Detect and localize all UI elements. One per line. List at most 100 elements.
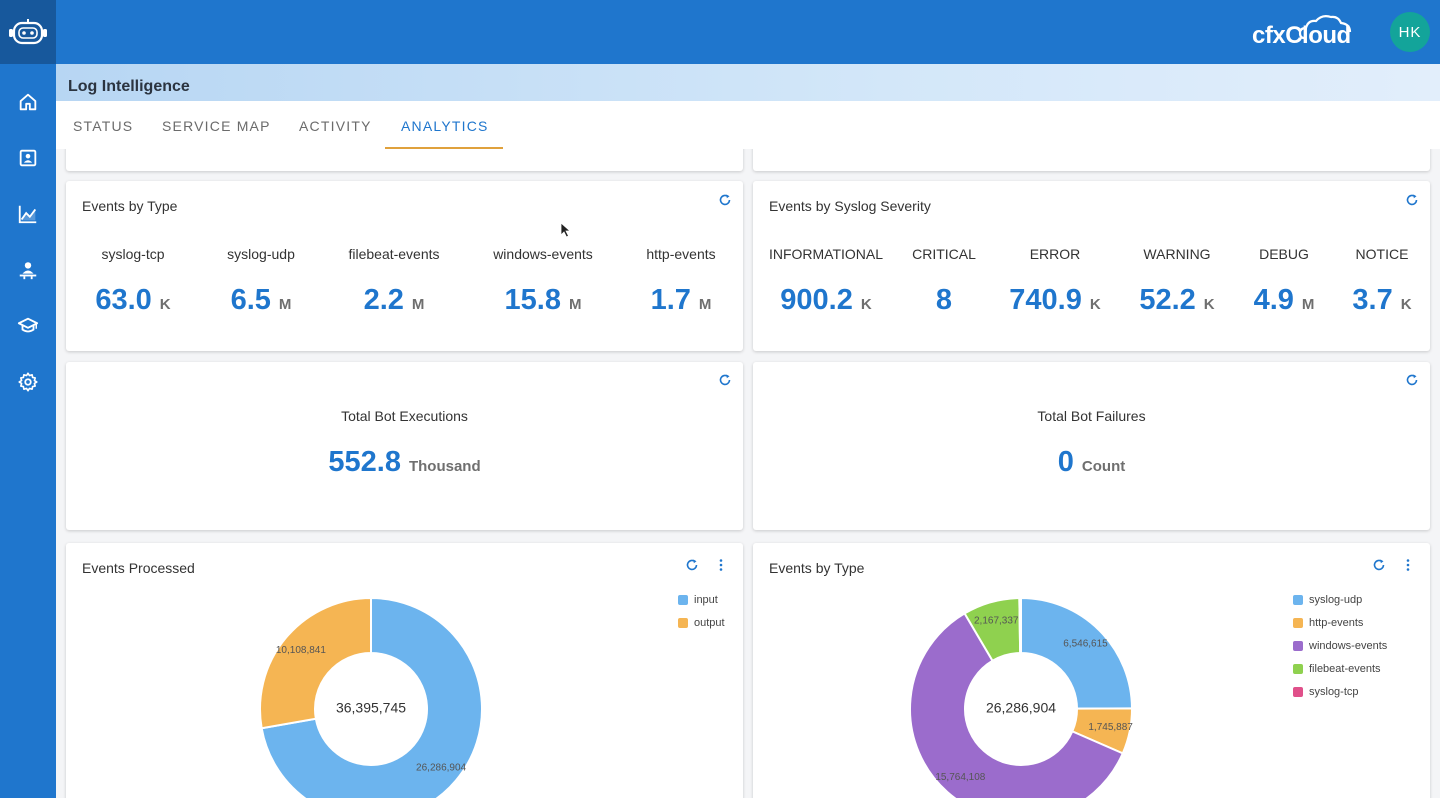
events-processed-donut: 26,286,904 10,108,841 36,395,745 bbox=[259, 596, 483, 798]
stat-label-filebeat-events: filebeat-events bbox=[348, 246, 440, 262]
tab-status-label[interactable]: STATUS bbox=[73, 118, 134, 134]
legend-label: syslog-udp bbox=[1309, 593, 1363, 606]
more-vert-icon[interactable] bbox=[1401, 558, 1415, 572]
legend-label: http-events bbox=[1309, 616, 1364, 629]
donut-label-syslog-udp: 6,546,615 bbox=[1063, 639, 1108, 650]
more-vert-icon[interactable] bbox=[714, 558, 728, 572]
mouse-cursor-icon bbox=[560, 222, 572, 238]
donut-label-filebeat-events: 2,167,337 bbox=[974, 616, 1019, 627]
legend-swatch bbox=[678, 594, 688, 605]
gear-icon bbox=[18, 372, 38, 392]
refresh-icon[interactable] bbox=[1405, 373, 1419, 387]
refresh-icon[interactable] bbox=[718, 193, 732, 207]
bot-executions-label: Total Bot Executions bbox=[341, 408, 468, 424]
stat-value-syslog-udp: 6.5 M bbox=[230, 284, 292, 316]
bot-failures-value: 0 Count bbox=[1057, 446, 1126, 478]
refresh-icon[interactable] bbox=[685, 558, 699, 572]
donut-slice-windows-events[interactable] bbox=[909, 612, 1125, 798]
top-bar: cfxCloud HK bbox=[56, 0, 1440, 64]
stat-label-notice: NOTICE bbox=[1355, 246, 1409, 262]
robot-logo[interactable] bbox=[0, 0, 56, 64]
stat-value-windows-events: 15.8 M bbox=[504, 284, 582, 316]
legend-label: output bbox=[694, 616, 725, 629]
legend-swatch bbox=[1293, 640, 1303, 651]
events-by-type-donut: 6,546,615 1,745,887 15,764,108 2,167,337 26,… bbox=[909, 596, 1134, 798]
tab-bar-mask: STATUS SERVICE MAP ACTIVITY ANALYTICS bbox=[56, 101, 1440, 149]
donut-label-input: 26,286,904 bbox=[416, 762, 466, 773]
sidebar-item-users[interactable] bbox=[0, 250, 56, 290]
stat-value-filebeat-events: 2.2 M bbox=[363, 284, 425, 316]
page-title: Log Intelligence bbox=[68, 78, 190, 95]
sidebar-item-contacts[interactable] bbox=[0, 138, 56, 178]
sidebar bbox=[0, 0, 56, 798]
card-title: Events by Syslog Severity bbox=[769, 198, 931, 214]
legend-item-windows-events[interactable]: windows-events bbox=[1293, 634, 1387, 657]
legend-swatch bbox=[1293, 663, 1303, 674]
page-header: Log Intelligence bbox=[56, 64, 1440, 101]
donut-center-total: 36,395,745 bbox=[336, 700, 406, 716]
graduation-cap-icon bbox=[17, 317, 39, 333]
legend-item-filebeat-events[interactable]: filebeat-events bbox=[1293, 657, 1387, 680]
donut-slice-syslog-tcp[interactable] bbox=[1018, 596, 1022, 655]
legend-item-syslog-udp[interactable]: syslog-udp bbox=[1293, 588, 1387, 611]
sidebar-item-settings[interactable] bbox=[0, 362, 56, 402]
contact-card-icon bbox=[19, 149, 37, 167]
stat-value-warning: 52.2 K bbox=[1139, 284, 1215, 316]
stat-label-windows-events: windows-events bbox=[493, 246, 593, 262]
stat-value-critical: 8 bbox=[935, 284, 953, 316]
events-by-type-legend: syslog-udp http-events windows-events fileb… bbox=[1293, 588, 1387, 703]
stat-label-informational: INFORMATIONAL bbox=[768, 246, 884, 262]
legend-label: filebeat-events bbox=[1309, 662, 1381, 675]
donut-label-output: 10,108,841 bbox=[276, 645, 326, 656]
donut-slice-syslog-udp[interactable] bbox=[1020, 596, 1134, 710]
legend-swatch bbox=[1293, 594, 1303, 605]
donut-label-http-events: 1,745,887 bbox=[1088, 722, 1133, 733]
bot-executions-card: Total Bot Executions 552.8 Thousand bbox=[66, 362, 743, 530]
legend-item-output[interactable]: output bbox=[678, 611, 725, 634]
bot-failures-label: Total Bot Failures bbox=[1037, 408, 1146, 424]
sidebar-item-analytics[interactable] bbox=[0, 194, 56, 234]
stat-value-informational: 900.2 K bbox=[780, 284, 872, 316]
legend-label: input bbox=[694, 593, 718, 606]
stat-label-syslog-tcp: syslog-tcp bbox=[101, 246, 165, 262]
card-title: Events by Type bbox=[82, 198, 178, 214]
tab-service-map-label[interactable]: SERVICE MAP bbox=[162, 118, 271, 134]
refresh-icon[interactable] bbox=[718, 373, 732, 387]
stat-label-critical: CRITICAL bbox=[912, 246, 976, 262]
events-by-type-card: Events by Type syslog-tcp 63.0 K syslog-u… bbox=[66, 181, 743, 351]
tab-activity-label[interactable]: ACTIVITY bbox=[299, 118, 372, 134]
stat-value-notice: 3.7 K bbox=[1352, 284, 1412, 316]
sidebar-item-home[interactable] bbox=[0, 82, 56, 122]
legend-item-http-events[interactable]: http-events bbox=[1293, 611, 1387, 634]
robot-logo-icon bbox=[9, 19, 47, 45]
donut-slice-output[interactable] bbox=[259, 596, 372, 730]
legend-label: syslog-tcp bbox=[1309, 685, 1359, 698]
legend-item-input[interactable]: input bbox=[678, 588, 725, 611]
card-title: Events by Type bbox=[769, 560, 865, 576]
donut-center-total: 26,286,904 bbox=[986, 700, 1056, 716]
legend-label: windows-events bbox=[1309, 639, 1388, 652]
events-processed-legend: input output bbox=[678, 588, 725, 634]
tab-analytics-label[interactable]: ANALYTICS bbox=[401, 118, 489, 134]
refresh-icon[interactable] bbox=[1405, 193, 1419, 207]
stat-label-syslog-udp: syslog-udp bbox=[227, 246, 295, 262]
events-by-severity-card: Events by Syslog Severity INFORMATIONAL … bbox=[753, 181, 1430, 351]
donut-label-windows-events: 15,764,108 bbox=[935, 772, 985, 783]
stat-label-error: ERROR bbox=[1029, 246, 1081, 262]
stat-label-http-events: http-events bbox=[646, 246, 716, 262]
stat-value-http-events: 1.7 M bbox=[650, 284, 712, 316]
line-chart-icon bbox=[18, 205, 37, 224]
refresh-icon[interactable] bbox=[1372, 558, 1386, 572]
legend-item-syslog-tcp[interactable]: syslog-tcp bbox=[1293, 680, 1387, 703]
legend-swatch bbox=[678, 617, 688, 628]
user-avatar[interactable]: HK bbox=[1390, 12, 1430, 52]
user-desk-icon bbox=[19, 262, 37, 280]
stat-label-warning: WARNING bbox=[1143, 246, 1211, 262]
brand-name: cfxCloud bbox=[1252, 22, 1351, 49]
brand-logo: cfxCloud bbox=[1252, 14, 1352, 50]
donut-slice-input[interactable] bbox=[260, 596, 483, 798]
legend-swatch bbox=[1293, 617, 1303, 628]
sidebar-item-learning[interactable] bbox=[0, 306, 56, 346]
bot-failures-card: Total Bot Failures 0 Count bbox=[753, 362, 1430, 530]
stat-value-error: 740.9 K bbox=[1009, 284, 1101, 316]
